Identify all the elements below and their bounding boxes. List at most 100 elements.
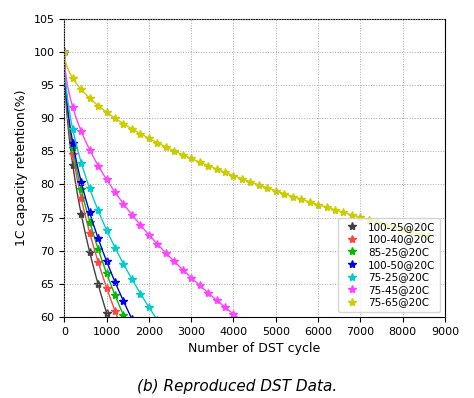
75-45@20C [290,356,295,361]
75-25@20C [137,291,143,296]
75-65@20C [239,176,245,181]
75-45@20C [78,129,84,134]
75-25@20C [146,305,152,310]
75-25@20C [214,396,219,398]
75-65@20C [87,96,92,101]
75-65@20C [62,50,67,55]
75-65@20C [357,215,363,220]
100-50@20C [155,365,160,369]
75-65@20C [146,136,152,140]
75-45@20C [256,332,262,336]
75-65@20C [324,205,329,210]
75-65@20C [222,170,228,175]
85-25@20C [78,187,84,192]
75-65@20C [400,227,405,232]
75-65@20C [121,121,127,126]
75-25@20C [121,261,127,266]
100-40@20C [87,230,92,235]
100-40@20C [62,50,67,55]
75-45@20C [264,338,270,342]
85-25@20C [112,293,118,298]
75-65@20C [290,194,295,199]
75-45@20C [129,213,135,217]
75-65@20C [197,160,202,164]
75-25@20C [70,127,75,131]
85-25@20C [129,332,135,337]
100-40@20C [137,369,143,374]
75-25@20C [78,160,84,165]
100-25@20C [70,163,75,168]
75-45@20C [180,267,185,272]
75-25@20C [163,330,169,335]
85-25@20C [146,367,152,371]
75-65@20C [172,148,177,153]
100-50@20C [62,50,67,55]
75-65@20C [231,173,237,178]
75-45@20C [231,312,237,316]
100-25@20C [104,310,109,315]
75-45@20C [315,373,321,378]
75-45@20C [222,305,228,310]
75-65@20C [341,210,346,215]
75-65@20C [205,163,211,168]
75-65@20C [180,152,185,157]
100-25@20C [87,250,92,254]
75-45@20C [324,378,329,383]
75-65@20C [247,179,253,184]
75-65@20C [425,234,431,238]
75-45@20C [121,201,127,206]
100-50@20C [129,317,135,322]
100-25@20C [78,212,84,217]
75-45@20C [214,298,219,302]
85-25@20C [121,313,127,318]
Legend: 100-25@20C, 100-40@20C, 85-25@20C, 100-50@20C, 75-25@20C, 75-45@20C, 75-65@20C: 100-25@20C, 100-40@20C, 85-25@20C, 100-5… [338,218,440,312]
75-65@20C [163,144,169,149]
75-65@20C [349,213,355,217]
75-65@20C [104,110,109,115]
75-45@20C [332,384,338,389]
75-65@20C [366,217,372,222]
100-40@20C [112,309,118,314]
75-65@20C [214,167,219,172]
100-50@20C [70,140,75,145]
75-45@20C [205,291,211,295]
85-25@20C [104,271,109,275]
75-45@20C [146,232,152,237]
100-25@20C [129,382,135,387]
75-65@20C [70,76,75,80]
75-45@20C [307,367,312,372]
75-65@20C [307,199,312,204]
100-50@20C [172,393,177,398]
100-50@20C [104,259,109,263]
100-40@20C [129,350,135,355]
75-65@20C [392,224,397,229]
100-50@20C [163,379,169,384]
Line: 100-50@20C: 100-50@20C [60,48,305,398]
Text: (b) Reproduced DST Data.: (b) Reproduced DST Data. [137,379,337,394]
75-45@20C [298,362,304,367]
100-50@20C [95,236,101,241]
100-50@20C [87,210,92,215]
75-45@20C [137,222,143,227]
100-40@20C [70,152,75,156]
75-65@20C [282,191,287,196]
75-25@20C [104,228,109,232]
75-65@20C [273,188,279,193]
100-40@20C [95,259,101,264]
75-65@20C [78,87,84,92]
75-65@20C [332,207,338,212]
75-45@20C [247,325,253,330]
75-25@20C [205,386,211,390]
100-40@20C [78,196,84,201]
75-45@20C [188,275,194,280]
100-25@20C [112,336,118,341]
75-65@20C [315,202,321,207]
100-40@20C [121,330,127,335]
75-45@20C [239,318,245,323]
75-65@20C [155,140,160,145]
Y-axis label: 1C capacity retention(%): 1C capacity retention(%) [15,90,28,246]
75-65@20C [112,116,118,121]
75-25@20C [188,365,194,369]
75-65@20C [298,197,304,202]
75-45@20C [273,344,279,349]
